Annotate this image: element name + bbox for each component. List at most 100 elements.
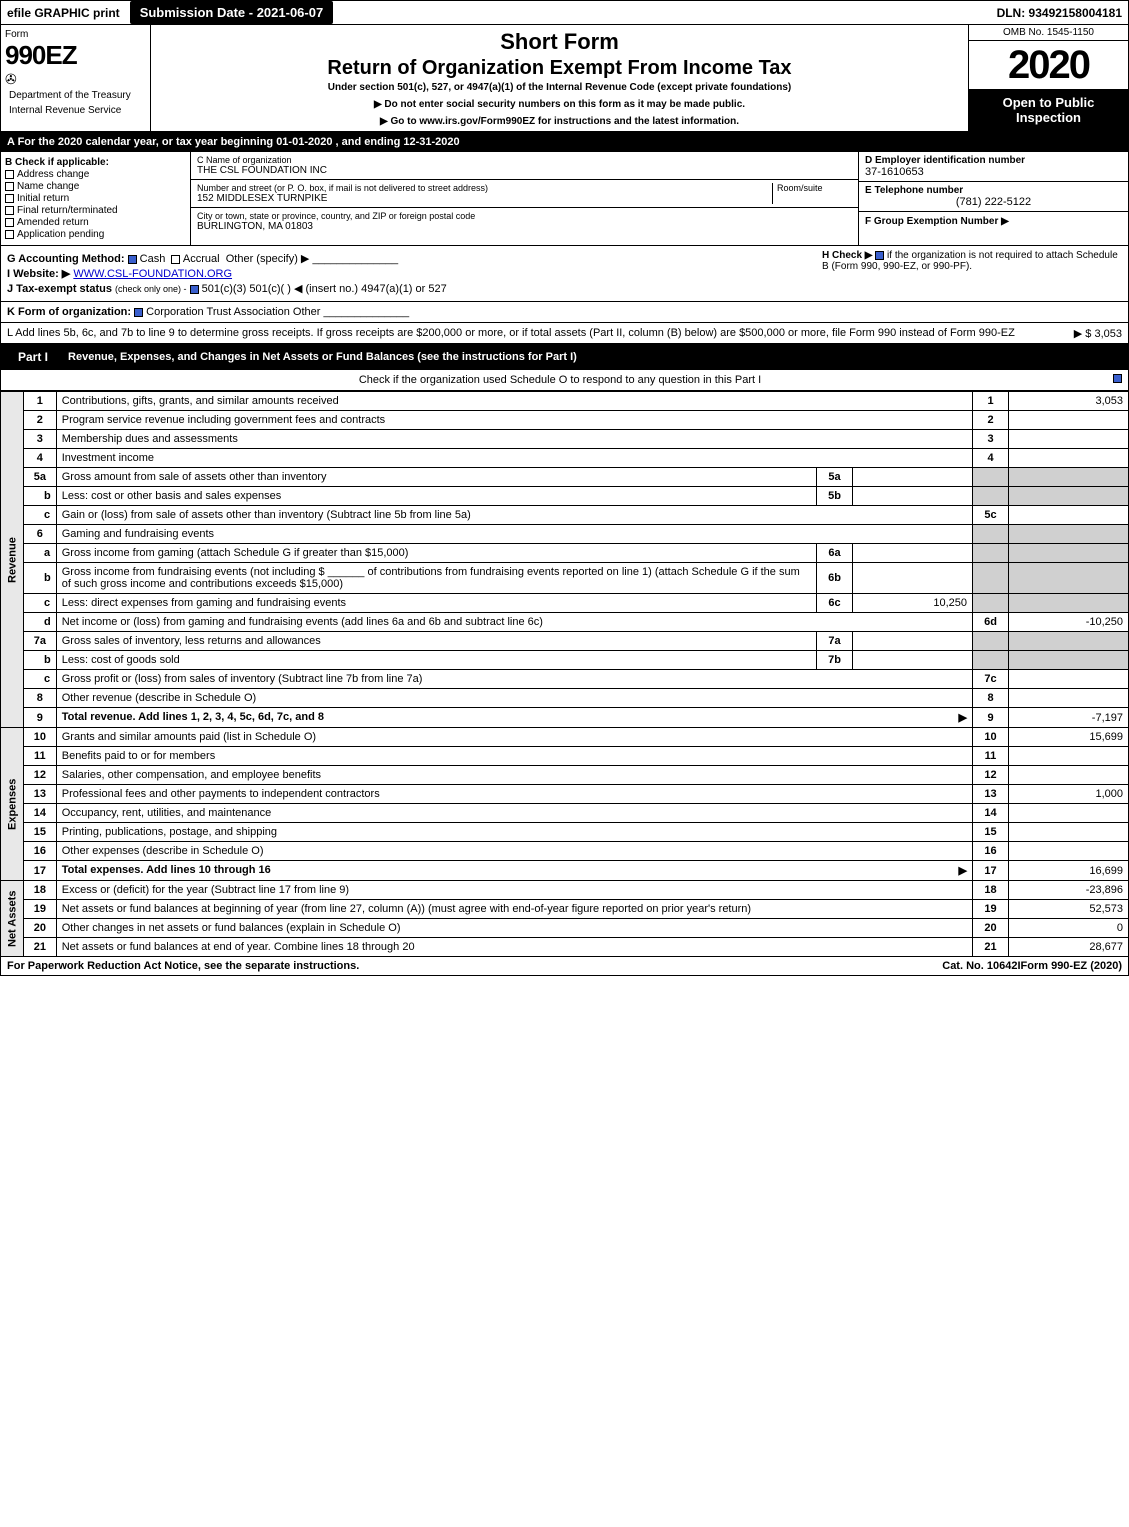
row-15: 15 Printing, publications, postage, and …: [1, 823, 1129, 842]
l-block: L Add lines 5b, 6c, and 7b to line 9 to …: [0, 323, 1129, 344]
row-6d: d Net income or (loss) from gaming and f…: [1, 613, 1129, 632]
cb-pending[interactable]: Application pending: [5, 229, 186, 240]
h-check: H Check ▶ if the organization is not req…: [822, 250, 1122, 297]
row-5a: 5a Gross amount from sale of assets othe…: [1, 468, 1129, 487]
city-field: City or town, state or province, country…: [191, 208, 858, 235]
d-label: D Employer identification number: [865, 155, 1122, 166]
submission-date: Submission Date - 2021-06-07: [130, 1, 334, 24]
footer-center: Cat. No. 10642I: [942, 960, 1020, 972]
org-info-block: B Check if applicable: Address change Na…: [0, 152, 1129, 246]
row-21: 21 Net assets or fund balances at end of…: [1, 938, 1129, 957]
side-expenses: Expenses: [1, 728, 24, 881]
row-18: Net Assets 18 Excess or (deficit) for th…: [1, 881, 1129, 900]
row-2: 2 Program service revenue including gove…: [1, 411, 1129, 430]
row-4: 4 Investment income 4: [1, 449, 1129, 468]
cb-initial-return[interactable]: Initial return: [5, 193, 186, 204]
header-right: OMB No. 1545-1150 2020 Open to Public In…: [968, 25, 1128, 131]
goto-text: ▶ Go to www.irs.gov/Form990EZ for instru…: [380, 116, 739, 127]
room-label: Room/suite: [777, 183, 852, 193]
goto-link[interactable]: ▶ Go to www.irs.gov/Form990EZ for instru…: [157, 116, 962, 127]
short-form-title: Short Form: [157, 29, 962, 55]
row-11: 11 Benefits paid to or for members 11: [1, 747, 1129, 766]
phone-field: E Telephone number (781) 222-5122: [859, 182, 1128, 212]
f-label: F Group Exemption Number ▶: [865, 216, 1009, 227]
cb-final-return[interactable]: Final return/terminated: [5, 205, 186, 216]
group-exemption: F Group Exemption Number ▶: [859, 212, 1128, 230]
part1-num: Part I: [8, 348, 58, 366]
part1-table: Revenue 1 Contributions, gifts, grants, …: [0, 391, 1129, 957]
row-5b: b Less: cost or other basis and sales ex…: [1, 487, 1129, 506]
side-net-assets: Net Assets: [1, 881, 24, 957]
i-website: I Website: ▶ WWW.CSL-FOUNDATION.ORG: [7, 267, 822, 280]
cb-schedule-b[interactable]: [875, 251, 884, 260]
irs-seal-icon: ✇: [5, 71, 146, 88]
open-to-public: Open to Public Inspection: [969, 89, 1128, 131]
calendar-year-row: A For the 2020 calendar year, or tax yea…: [0, 132, 1129, 152]
side-revenue: Revenue: [1, 392, 24, 728]
form-header: Form 990EZ ✇ Department of the Treasury …: [0, 25, 1129, 132]
under-section: Under section 501(c), 527, or 4947(a)(1)…: [157, 82, 962, 93]
form-word: Form: [5, 29, 146, 40]
org-name-field: C Name of organization THE CSL FOUNDATIO…: [191, 152, 858, 180]
row-12: 12 Salaries, other compensation, and emp…: [1, 766, 1129, 785]
row-14: 14 Occupancy, rent, utilities, and maint…: [1, 804, 1129, 823]
footer-right: Form 990-EZ (2020): [1021, 960, 1122, 972]
row-7b: b Less: cost of goods sold 7b: [1, 651, 1129, 670]
row-1: Revenue 1 Contributions, gifts, grants, …: [1, 392, 1129, 411]
phone: (781) 222-5122: [865, 196, 1122, 208]
row-16: 16 Other expenses (describe in Schedule …: [1, 842, 1129, 861]
row-6c: c Less: direct expenses from gaming and …: [1, 594, 1129, 613]
j-tax-exempt: J Tax-exempt status (check only one) - 5…: [7, 282, 822, 295]
row-5c: c Gain or (loss) from sale of assets oth…: [1, 506, 1129, 525]
row-7a: 7a Gross sales of inventory, less return…: [1, 632, 1129, 651]
cb-cash[interactable]: [128, 255, 137, 264]
row-8: 8 Other revenue (describe in Schedule O)…: [1, 689, 1129, 708]
row-3: 3 Membership dues and assessments 3: [1, 430, 1129, 449]
header-center: Short Form Return of Organization Exempt…: [151, 25, 968, 131]
c-label: C Name of organization: [197, 155, 852, 165]
ein: 37-1610653: [865, 166, 1122, 178]
part1-title: Revenue, Expenses, and Changes in Net As…: [68, 351, 1121, 363]
cb-accrual[interactable]: [171, 255, 180, 264]
cb-name-change[interactable]: Name change: [5, 181, 186, 192]
city: BURLINGTON, MA 01803: [197, 221, 852, 232]
header-left: Form 990EZ ✇ Department of the Treasury …: [1, 25, 151, 131]
row-19: 19 Net assets or fund balances at beginn…: [1, 900, 1129, 919]
part1-check: Check if the organization used Schedule …: [0, 370, 1129, 391]
section-b-checkboxes: B Check if applicable: Address change Na…: [1, 152, 191, 245]
ein-field: D Employer identification number 37-1610…: [859, 152, 1128, 182]
org-right: D Employer identification number 37-1610…: [858, 152, 1128, 245]
cb-corporation[interactable]: [134, 308, 143, 317]
dln: DLN: 93492158004181: [991, 2, 1128, 24]
cb-address-change[interactable]: Address change: [5, 169, 186, 180]
irs-label: Internal Revenue Service: [5, 103, 146, 118]
row-6b: b Gross income from fundraising events (…: [1, 563, 1129, 594]
part1-header: Part I Revenue, Expenses, and Changes in…: [0, 344, 1129, 370]
dept-treasury: Department of the Treasury: [5, 88, 146, 103]
street-label: Number and street (or P. O. box, if mail…: [197, 183, 772, 193]
street: 152 MIDDLESEX TURNPIKE: [197, 193, 772, 204]
footer-left: For Paperwork Reduction Act Notice, see …: [7, 960, 942, 972]
row-6a: a Gross income from gaming (attach Sched…: [1, 544, 1129, 563]
check-if-label: B Check if applicable:: [5, 157, 186, 168]
return-title: Return of Organization Exempt From Incom…: [157, 57, 962, 80]
tax-year: 2020: [969, 41, 1128, 89]
row-6: 6 Gaming and fundraising events: [1, 525, 1129, 544]
street-field: Number and street (or P. O. box, if mail…: [191, 180, 858, 208]
accounting-block: G Accounting Method: Cash Accrual Other …: [0, 246, 1129, 302]
cb-amended[interactable]: Amended return: [5, 217, 186, 228]
cb-schedule-o[interactable]: [1113, 374, 1122, 383]
website-link[interactable]: WWW.CSL-FOUNDATION.ORG: [73, 268, 232, 280]
row-17: 17 Total expenses. Add lines 10 through …: [1, 861, 1129, 881]
e-label: E Telephone number: [865, 185, 1122, 196]
row-7c: c Gross profit or (loss) from sales of i…: [1, 670, 1129, 689]
efile-label: efile GRAPHIC print: [1, 2, 126, 24]
omb-number: OMB No. 1545-1150: [969, 25, 1128, 41]
row-13: 13 Professional fees and other payments …: [1, 785, 1129, 804]
do-not-enter: ▶ Do not enter social security numbers o…: [157, 99, 962, 110]
city-label: City or town, state or province, country…: [197, 211, 852, 221]
row-20: 20 Other changes in net assets or fund b…: [1, 919, 1129, 938]
cb-501c3[interactable]: [190, 285, 199, 294]
org-center: C Name of organization THE CSL FOUNDATIO…: [191, 152, 858, 245]
footer: For Paperwork Reduction Act Notice, see …: [0, 957, 1129, 976]
